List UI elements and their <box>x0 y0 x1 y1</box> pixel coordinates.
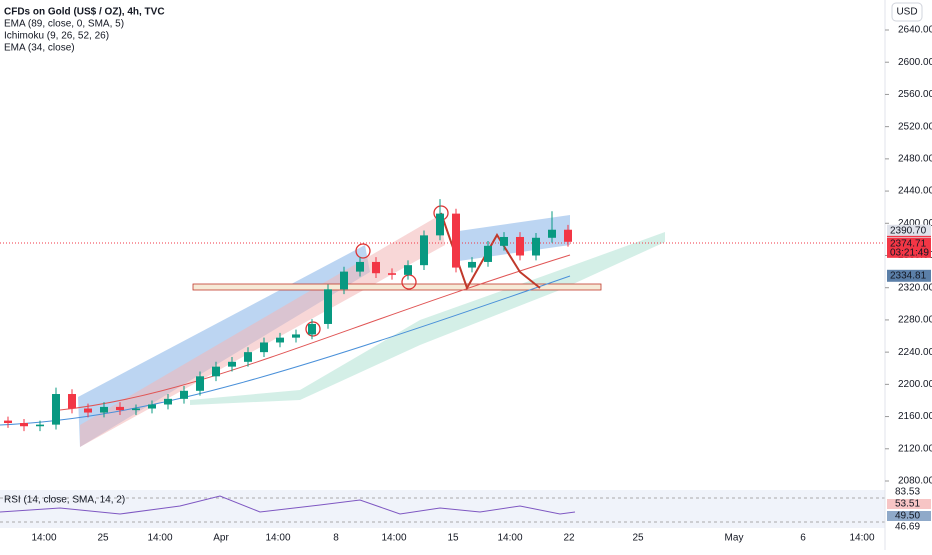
candle-body <box>164 398 172 405</box>
x-tick-label: 14:00 <box>31 533 56 544</box>
candle-body <box>404 265 412 275</box>
y-tick-label: 2480.00 <box>898 153 932 164</box>
x-tick-label: 6 <box>800 533 806 544</box>
candle-body <box>340 271 348 290</box>
legend-indicator: Ichimoku (9, 26, 52, 26) <box>4 31 109 42</box>
y-tick-label: 2600.00 <box>898 57 932 68</box>
countdown: 03:21:49 <box>890 247 929 258</box>
x-tick-label: 14:00 <box>265 533 290 544</box>
price-tag <box>887 237 931 250</box>
candle-body <box>292 334 300 338</box>
candle-body <box>532 237 540 256</box>
candle-body <box>196 376 204 391</box>
rsi-tag <box>887 522 931 532</box>
y-tick-label: 2400.00 <box>898 218 932 229</box>
candle-body <box>68 394 76 409</box>
x-tick-label: Apr <box>213 533 229 544</box>
y-tick-label: 2440.00 <box>898 186 932 197</box>
candle-body <box>468 261 476 268</box>
candle-body <box>372 261 380 274</box>
x-tick-label: 25 <box>632 533 644 544</box>
rsi-label: 49.50 <box>895 511 920 522</box>
x-tick-label: 14:00 <box>147 533 172 544</box>
candle-body <box>388 273 396 275</box>
y-tick-label: 2200.00 <box>898 379 932 390</box>
candle-body <box>260 342 268 353</box>
y-tick-label: 2080.00 <box>898 476 932 487</box>
candle-body <box>20 423 28 427</box>
candle-body <box>548 229 556 238</box>
y-tick-label: 2520.00 <box>898 121 932 132</box>
candle-body <box>500 236 508 246</box>
price-tag <box>887 224 931 237</box>
y-tick-label: 2280.00 <box>898 315 932 326</box>
candle-body <box>148 404 156 409</box>
currency: USD <box>896 7 917 18</box>
x-tick-label: 14:00 <box>497 533 522 544</box>
price-tag-label: 2390.70 <box>890 225 927 236</box>
candle-body <box>4 420 12 424</box>
price-tag-label: 2334.81 <box>890 270 927 281</box>
y-tick-label: 2560.00 <box>898 89 932 100</box>
rsi-tag <box>887 499 931 509</box>
candle-body <box>116 406 124 411</box>
candle-body <box>308 323 316 335</box>
legend-title: CFDs on Gold (US$ / OZ), 4h, TVC <box>4 7 165 18</box>
candle-body <box>356 261 364 272</box>
y-tick-label: 2120.00 <box>898 443 932 454</box>
candle-body <box>452 213 460 268</box>
candle-body <box>244 352 252 362</box>
rsi-label: 83.53 <box>895 487 920 498</box>
x-tick-label: 25 <box>97 533 109 544</box>
candle-body <box>36 424 44 427</box>
y-tick-label: 2240.00 <box>898 347 932 358</box>
countdown-bg <box>887 247 931 258</box>
x-tick-label: 15 <box>447 533 459 544</box>
candle-body <box>100 406 108 413</box>
rsi-label: 53.51 <box>895 499 920 510</box>
x-tick-label: 14:00 <box>381 533 406 544</box>
drawings <box>0 0 886 550</box>
x-tick-label: 22 <box>563 533 575 544</box>
candle-body <box>276 337 284 343</box>
rsi-label: 46.69 <box>895 522 920 533</box>
price-tag <box>887 269 931 282</box>
legend-indicator: EMA (34, close) <box>4 43 75 54</box>
candle-body <box>420 235 428 266</box>
candle-body <box>324 289 332 324</box>
y-tick-label: 2320.00 <box>898 282 932 293</box>
legend-indicator: EMA (89, close, 0, SMA, 5) <box>4 19 124 30</box>
y-tick-label: 2160.00 <box>898 411 932 422</box>
x-tick-label: 14:00 <box>849 533 874 544</box>
candle-body <box>212 366 220 377</box>
rsi-tag <box>887 487 931 497</box>
candle-body <box>516 236 524 256</box>
y-tick-label: 2640.00 <box>898 25 932 36</box>
x-tick-label: May <box>725 533 744 544</box>
candle-body <box>484 245 492 262</box>
rsi-tag <box>887 511 931 521</box>
candle-body <box>52 394 60 425</box>
candle-body <box>180 390 188 399</box>
candle-body <box>84 408 92 413</box>
price-tag-label: 2374.71 <box>890 238 927 249</box>
candle-body <box>228 361 236 367</box>
candle-body <box>132 408 140 411</box>
rsi-title: RSI (14, close, SMA, 14, 2) <box>4 495 125 506</box>
candle-body <box>564 229 572 242</box>
candle-body <box>436 213 444 236</box>
x-tick-label: 8 <box>333 533 339 544</box>
